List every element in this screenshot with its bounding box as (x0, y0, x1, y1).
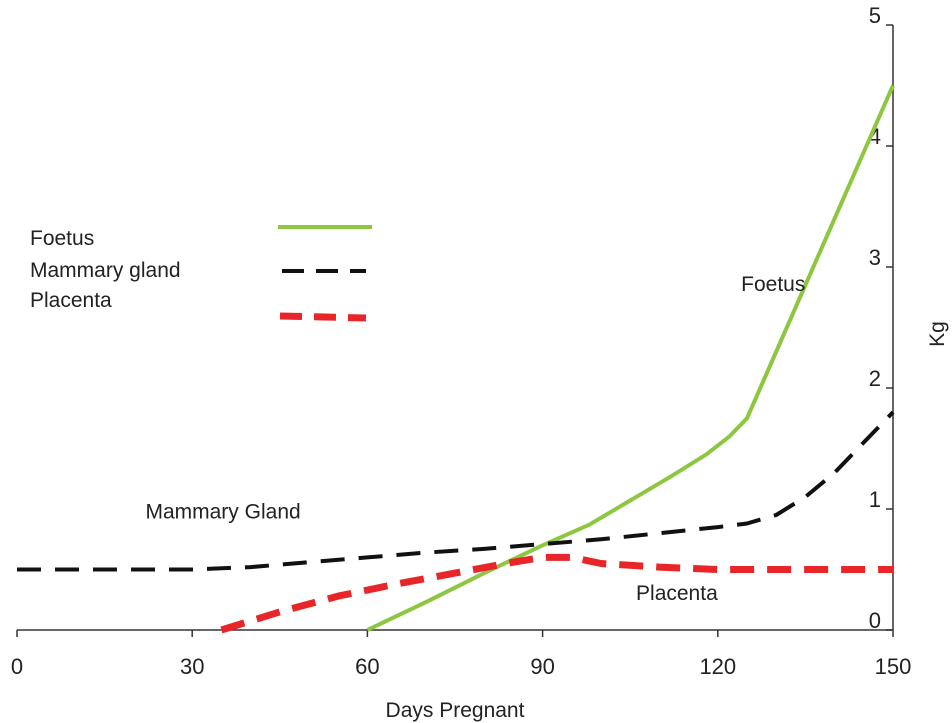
x-tick-label: 60 (355, 654, 379, 679)
series-line-mammary-gland (17, 410, 895, 572)
y-tick-label: 3 (869, 245, 881, 270)
legend: Foetus Mammary gland Placenta (30, 225, 372, 322)
x-axis-title: Days Pregnant (386, 699, 525, 722)
y-tick-label: 1 (869, 487, 881, 512)
x-tick-label: 30 (180, 654, 204, 679)
legend-swatch-placenta (279, 312, 367, 322)
series-line-foetus (366, 84, 895, 632)
annotation-label: Placenta (636, 582, 718, 605)
y-axis-title: Kg (926, 321, 949, 347)
series-line-placenta (220, 553, 893, 634)
annotations: Foetus Mammary Gland Placenta (145, 273, 805, 605)
legend-label: Foetus (30, 227, 94, 250)
y-tick-label: 2 (869, 366, 881, 391)
annotation-label: Foetus (741, 273, 805, 296)
y-tick-label: 0 (869, 608, 881, 633)
y-tick-label: 5 (869, 3, 881, 28)
legend-label: Placenta (30, 289, 112, 312)
annotation-label: Mammary Gland (145, 501, 300, 524)
x-tick-label: 90 (530, 654, 554, 679)
x-tick-label: 150 (875, 654, 912, 679)
series-group (17, 84, 895, 634)
x-tick-label: 120 (699, 654, 736, 679)
x-tick-label: 0 (11, 654, 23, 679)
legend-label: Mammary gland (30, 259, 181, 282)
